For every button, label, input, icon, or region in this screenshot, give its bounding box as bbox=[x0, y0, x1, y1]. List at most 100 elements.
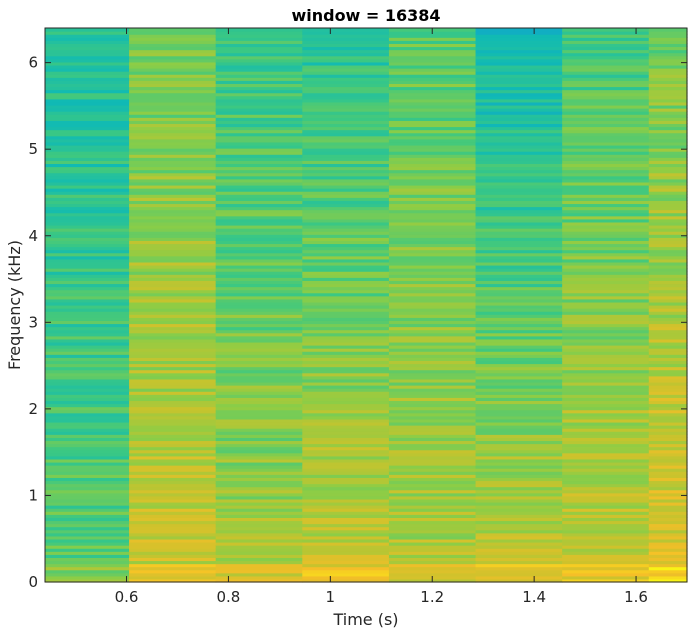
heatmap-cell bbox=[475, 566, 563, 571]
heatmap-cell bbox=[45, 144, 130, 149]
heatmap-cell bbox=[302, 277, 390, 281]
heatmap-cell bbox=[562, 148, 650, 152]
heatmap-cell bbox=[475, 354, 563, 358]
heatmap-cell bbox=[45, 480, 130, 485]
heatmap-cell bbox=[129, 264, 217, 269]
heatmap-cell bbox=[562, 120, 650, 125]
heatmap-cell bbox=[562, 388, 650, 392]
heatmap-cell bbox=[129, 443, 217, 448]
heatmap-cell bbox=[129, 394, 217, 398]
heatmap-cell bbox=[129, 286, 217, 291]
heatmap-cell bbox=[302, 449, 390, 454]
heatmap-cell bbox=[129, 348, 217, 352]
heatmap-cell bbox=[562, 560, 650, 565]
heatmap-cell bbox=[129, 560, 217, 565]
heatmap-cell bbox=[648, 89, 688, 94]
heatmap-cell bbox=[562, 101, 650, 106]
heatmap-cell bbox=[648, 188, 688, 192]
heatmap-cell bbox=[302, 378, 390, 383]
heatmap-cell bbox=[129, 71, 217, 75]
heatmap-cell bbox=[648, 49, 688, 54]
heatmap-cell bbox=[45, 388, 130, 392]
heatmap-cell bbox=[388, 175, 477, 180]
heatmap-cell bbox=[388, 551, 477, 555]
heatmap-cell bbox=[388, 114, 477, 118]
heatmap-cell bbox=[45, 557, 130, 562]
heatmap-cell bbox=[215, 363, 303, 368]
heatmap-cell bbox=[215, 52, 303, 57]
heatmap-cell bbox=[648, 409, 688, 414]
heatmap-cell bbox=[475, 160, 563, 165]
heatmap-cell bbox=[302, 52, 390, 57]
heatmap-cell bbox=[302, 532, 390, 537]
heatmap-cell bbox=[129, 332, 217, 337]
heatmap-cell bbox=[45, 194, 130, 198]
heatmap-cell bbox=[129, 305, 217, 309]
heatmap-cell bbox=[562, 175, 650, 180]
heatmap-cell bbox=[562, 360, 650, 365]
heatmap-cell bbox=[45, 369, 130, 374]
heatmap-cell bbox=[475, 37, 563, 41]
heatmap-cell bbox=[562, 258, 650, 263]
heatmap-cell bbox=[562, 366, 650, 371]
heatmap-cell bbox=[129, 471, 217, 475]
heatmap-cell bbox=[129, 200, 217, 205]
heatmap-cell bbox=[648, 114, 688, 118]
heatmap-cell bbox=[215, 323, 303, 328]
heatmap-cell bbox=[302, 246, 390, 251]
heatmap-cell bbox=[302, 58, 390, 63]
heatmap-cell bbox=[562, 338, 650, 343]
heatmap-cell bbox=[388, 332, 477, 337]
heatmap-cell bbox=[45, 360, 130, 365]
heatmap-cell bbox=[388, 341, 477, 346]
heatmap-cell bbox=[562, 135, 650, 140]
heatmap-cell bbox=[475, 545, 563, 549]
heatmap-cell bbox=[475, 452, 563, 457]
heatmap-cell bbox=[45, 258, 130, 263]
heatmap-cell bbox=[475, 234, 563, 238]
heatmap-cell bbox=[45, 575, 130, 580]
heatmap-cell bbox=[45, 409, 130, 414]
heatmap-cell bbox=[302, 74, 390, 78]
heatmap-cell bbox=[302, 545, 390, 549]
heatmap-cell bbox=[302, 357, 390, 361]
heatmap-cell bbox=[302, 301, 390, 306]
heatmap-cell bbox=[302, 224, 390, 229]
heatmap-cell bbox=[302, 372, 390, 377]
heatmap-cell bbox=[648, 375, 688, 380]
heatmap-cell bbox=[562, 551, 650, 555]
heatmap-cell bbox=[648, 221, 688, 226]
heatmap-cell bbox=[45, 188, 130, 192]
heatmap-cell bbox=[562, 64, 650, 69]
heatmap-cell bbox=[562, 68, 650, 72]
heatmap-cell bbox=[562, 37, 650, 41]
heatmap-cell bbox=[475, 412, 563, 417]
heatmap-cell bbox=[475, 397, 563, 402]
heatmap-cell bbox=[129, 64, 217, 69]
heatmap-cell bbox=[302, 311, 390, 315]
heatmap-cell bbox=[129, 203, 217, 208]
heatmap-cell bbox=[388, 138, 477, 143]
heatmap-cell bbox=[302, 458, 390, 463]
heatmap-cell bbox=[388, 224, 477, 229]
heatmap-cell bbox=[562, 412, 650, 417]
heatmap-cell bbox=[388, 501, 477, 506]
heatmap-cell bbox=[648, 449, 688, 454]
heatmap-cell bbox=[562, 277, 650, 281]
heatmap-cell bbox=[129, 351, 217, 355]
heatmap-cell bbox=[215, 461, 303, 466]
heatmap-cell bbox=[302, 231, 390, 235]
heatmap-cell bbox=[302, 538, 390, 543]
heatmap-cell bbox=[302, 474, 390, 478]
heatmap-cell bbox=[562, 458, 650, 463]
heatmap-cell bbox=[215, 397, 303, 402]
heatmap-cell bbox=[562, 178, 650, 183]
heatmap-cell bbox=[562, 378, 650, 383]
heatmap-cell bbox=[388, 234, 477, 238]
heatmap-cell bbox=[129, 188, 217, 192]
heatmap-cell bbox=[562, 305, 650, 309]
heatmap-cell bbox=[215, 169, 303, 174]
heatmap-cell bbox=[45, 261, 130, 266]
heatmap-cell bbox=[475, 446, 563, 451]
heatmap-cell bbox=[45, 111, 130, 115]
